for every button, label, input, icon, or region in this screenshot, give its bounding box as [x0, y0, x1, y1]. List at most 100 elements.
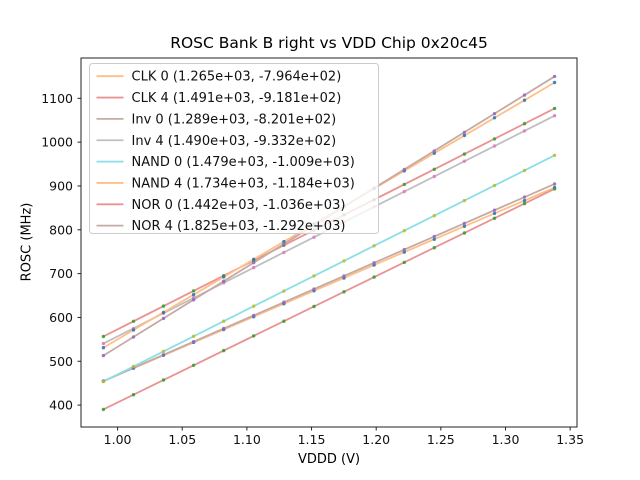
scatter-point [101, 346, 106, 350]
scatter-point [522, 195, 527, 199]
legend-entry-nor-4: NOR 4 (1.825e+03, -1.292e+03) [96, 219, 346, 234]
fit-line-inv-0 [102, 183, 556, 383]
scatter-point [522, 198, 527, 203]
scatter-series-nand-4 [101, 80, 557, 350]
scatter-point [161, 378, 166, 382]
legend-entry-inv-4: Inv 4 (1.490e+03, -9.332e+02) [96, 134, 336, 149]
scatter-point [101, 341, 106, 346]
scatter-series-inv-0 [101, 182, 557, 383]
x-tick-label: 1.05 [168, 432, 196, 447]
scatter-point [191, 334, 196, 338]
scatter-point [462, 224, 467, 228]
legend-label: NOR 4 (1.825e+03, -1.292e+03) [132, 219, 346, 234]
x-axis-label: VDDD (V) [297, 452, 361, 467]
scatter-point [462, 133, 467, 138]
x-tick-label: 1.15 [298, 432, 326, 447]
scatter-point [101, 379, 106, 384]
scatter-point [222, 279, 226, 283]
scatter-point [191, 363, 196, 367]
scatter-point [131, 364, 136, 369]
legend-label: NAND 4 (1.734e+03, -1.184e+03) [132, 176, 355, 191]
scatter-point [282, 242, 286, 246]
scatter-point [432, 214, 436, 218]
scatter-point [101, 407, 106, 412]
chart-title: ROSC Bank B right vs VDD Chip 0x20c45 [170, 34, 488, 52]
scatter-point [522, 98, 527, 102]
plot-frame [80, 57, 578, 428]
scatter-point [552, 182, 557, 186]
legend-label: NOR 0 (1.442e+03, -1.036e+03) [132, 198, 346, 213]
scatter-point [101, 353, 106, 358]
scatter-point [191, 293, 196, 297]
legend-entry-nor-0: NOR 0 (1.442e+03, -1.036e+03) [96, 198, 346, 213]
scatter-point [402, 250, 406, 254]
scatter-point [492, 183, 497, 188]
legend-entry-inv-0: Inv 0 (1.289e+03, -8.201e+02) [96, 112, 336, 127]
scatter-point [222, 275, 226, 279]
scatter-point [252, 304, 256, 308]
y-tick-label: 900 [49, 178, 73, 193]
scatter-point [552, 80, 557, 85]
legend-label: NAND 0 (1.479e+03, -1.009e+03) [132, 155, 355, 170]
scatter-point [462, 130, 467, 134]
y-tick-label: 700 [49, 266, 73, 281]
scatter-point [462, 159, 467, 163]
scatter-point [101, 334, 106, 339]
legend-entry-clk-4: CLK 4 (1.491e+03, -9.181e+02) [96, 91, 341, 106]
scatter-point [432, 246, 436, 250]
fit-line-nor-0 [102, 187, 556, 411]
scatter-point [522, 201, 527, 206]
scatter-point [552, 74, 557, 79]
x-tick-label: 1.35 [556, 432, 584, 447]
scatter-point [492, 112, 497, 116]
scatter-series-nand-0 [101, 153, 557, 384]
scatter-point [492, 208, 497, 212]
scatter-point [462, 152, 467, 156]
scatter-point [222, 319, 226, 323]
scatter-point [282, 250, 286, 255]
scatter-point [432, 167, 436, 171]
scatter-point [402, 182, 406, 187]
scatter-point [252, 260, 256, 265]
legend-entry-clk-0: CLK 0 (1.265e+03, -7.964e+02) [96, 70, 342, 85]
scatter-point [522, 168, 527, 173]
scatter-point [282, 289, 286, 293]
scatter-point [312, 287, 316, 291]
legend-box [89, 63, 379, 234]
scatter-point [312, 304, 316, 309]
x-tick-label: 1.25 [427, 432, 455, 447]
y-tick-label: 1000 [41, 135, 73, 150]
legend-label: CLK 0 (1.265e+03, -7.964e+02) [132, 70, 342, 85]
scatter-point [402, 167, 406, 172]
scatter-point [492, 116, 497, 120]
y-tick-label: 800 [49, 222, 73, 237]
scatter-point [342, 259, 346, 263]
x-tick-label: 1.10 [233, 432, 261, 447]
scatter-point [552, 106, 557, 111]
scatter-point [402, 229, 406, 233]
scatter-point [282, 300, 286, 304]
scatter-point [462, 198, 467, 203]
x-tick-label: 1.30 [492, 432, 520, 447]
scatter-point [342, 274, 346, 278]
scatter-point [252, 257, 256, 261]
scatter-point [312, 274, 316, 278]
scatter-point [462, 221, 467, 226]
y-tick-label: 1100 [41, 91, 73, 106]
scatter-point [492, 144, 497, 148]
fit-line-nand-0 [102, 154, 556, 383]
scatter-point [402, 189, 406, 194]
scatter-point [492, 216, 497, 220]
scatter-point [552, 114, 557, 118]
scatter-point [462, 231, 467, 235]
scatter-point [161, 316, 166, 321]
scatter-point [161, 304, 166, 308]
scatter-point [191, 298, 196, 302]
scatter-point [252, 265, 256, 270]
scatter-series-nor-4 [101, 74, 557, 358]
legend-entry-nand-0: NAND 0 (1.479e+03, -1.009e+03) [96, 155, 355, 170]
x-tick-label: 1.00 [104, 432, 132, 447]
scatter-point [432, 149, 436, 153]
y-axis-label: ROSC (MHz) [19, 202, 35, 282]
